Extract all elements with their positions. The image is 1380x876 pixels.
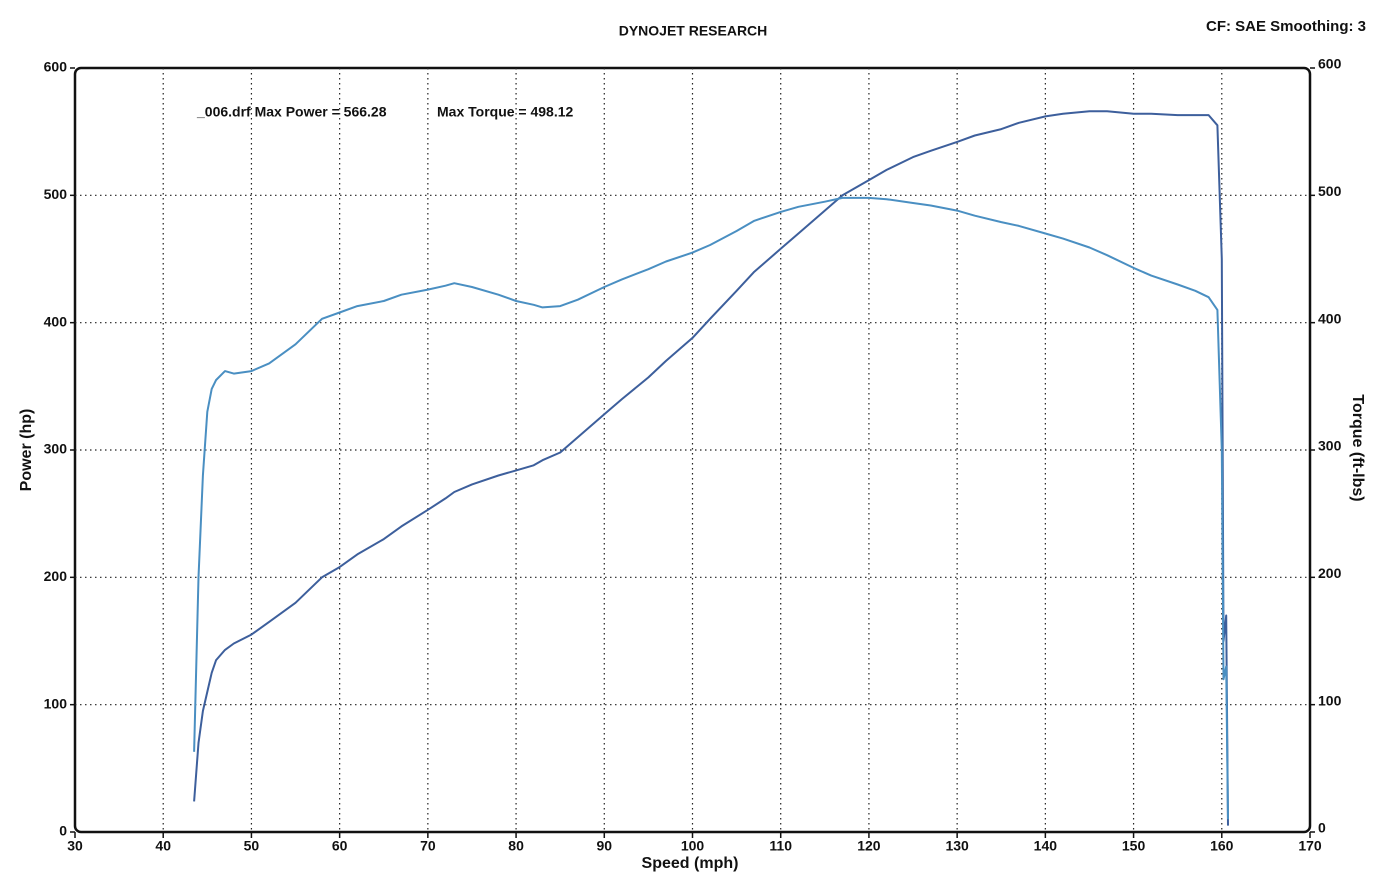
data-line bbox=[193, 196, 1229, 820]
x-tick-label: 120 bbox=[857, 838, 881, 854]
x-tick-label: 70 bbox=[420, 838, 436, 854]
y2-tick-label: 0 bbox=[1318, 820, 1326, 836]
x-tick-label: 80 bbox=[508, 838, 524, 854]
x-tick-label: 110 bbox=[769, 838, 792, 854]
x-tick-label: 160 bbox=[1210, 838, 1234, 854]
x-tick-label: 140 bbox=[1034, 838, 1058, 854]
data-line bbox=[193, 110, 1229, 826]
y-tick-label: 200 bbox=[44, 568, 68, 584]
y-tick-label: 0 bbox=[59, 823, 67, 839]
x-tick-label: 30 bbox=[67, 838, 83, 854]
x-tick-label: 40 bbox=[155, 838, 171, 854]
x-tick-label: 100 bbox=[681, 838, 705, 854]
x-tick-label: 130 bbox=[945, 838, 969, 854]
y-tick-label: 400 bbox=[44, 313, 68, 329]
y2-tick-label: 100 bbox=[1318, 692, 1342, 708]
chart-title: DYNOJET RESEARCH bbox=[619, 23, 768, 39]
x-tick-label: 60 bbox=[332, 838, 348, 854]
y-tick-label: 300 bbox=[44, 441, 68, 457]
y2-tick-label: 500 bbox=[1318, 183, 1342, 199]
chart-subtitle: CF: SAE Smoothing: 3 bbox=[1206, 18, 1366, 35]
annotation: Max Torque = 498.12 bbox=[437, 104, 574, 120]
x-tick-label: 90 bbox=[596, 838, 612, 854]
y2-tick-label: 200 bbox=[1318, 565, 1342, 581]
y-axis-label: Power (hp) bbox=[18, 409, 35, 492]
y-tick-label: 500 bbox=[44, 186, 68, 202]
y2-axis-label: Torque (ft-lbs) bbox=[1349, 394, 1366, 501]
x-tick-label: 170 bbox=[1298, 838, 1322, 854]
x-axis-label: Speed (mph) bbox=[642, 855, 739, 872]
y-tick-label: 100 bbox=[44, 695, 68, 711]
x-tick-label: 150 bbox=[1122, 838, 1146, 854]
x-tick-label: 50 bbox=[244, 838, 260, 854]
y2-tick-label: 600 bbox=[1318, 56, 1342, 72]
y2-tick-label: 300 bbox=[1318, 438, 1342, 454]
annotation: _006.drf Max Power = 566.28 bbox=[196, 104, 387, 120]
y2-tick-label: 400 bbox=[1318, 310, 1342, 326]
y-tick-label: 600 bbox=[44, 59, 68, 75]
